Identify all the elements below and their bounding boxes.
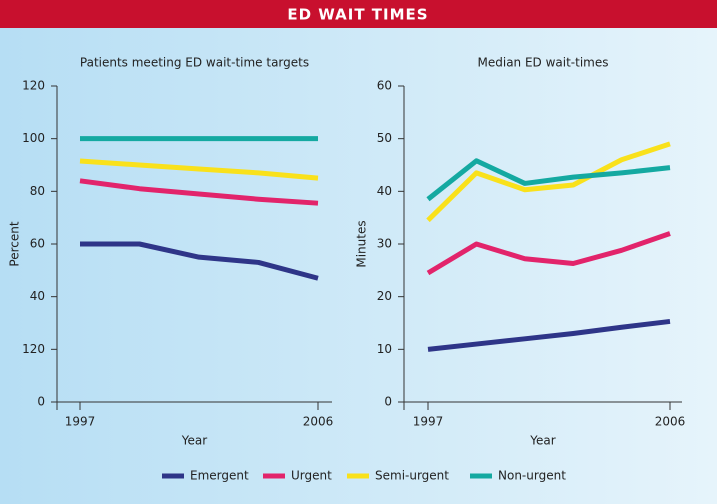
header-title: ED WAIT TIMES: [287, 6, 428, 24]
y-axis-label: Minutes: [355, 220, 369, 267]
y-tick-label: 0: [37, 395, 45, 409]
y-tick-label: 60: [30, 237, 45, 251]
series-line: [426, 141, 671, 223]
header-bar: [0, 0, 717, 28]
series-line: [426, 231, 671, 276]
y-tick-label: 50: [377, 131, 392, 145]
x-tick-label: 1997: [65, 415, 96, 429]
x-axis-label: Year: [181, 434, 207, 448]
x-tick-label: 1997: [413, 415, 444, 429]
y-tick-label: 40: [377, 184, 392, 198]
y-tick-label: 30: [377, 237, 392, 251]
y-tick-label: 120: [22, 342, 45, 356]
y-tick-label: 0: [384, 395, 392, 409]
x-tick-label: 2006: [655, 415, 686, 429]
series-line: [80, 241, 319, 281]
series-line: [426, 158, 671, 202]
y-axis-label: Percent: [8, 221, 22, 266]
chart-title: Patients meeting ED wait-time targets: [80, 56, 309, 70]
x-tick-label: 2006: [303, 415, 334, 429]
legend-label: Non-urgent: [498, 469, 566, 483]
y-tick-label: 10: [377, 342, 392, 356]
y-tick-label: 60: [377, 79, 392, 93]
series-line: [79, 158, 319, 181]
y-tick-label: 100: [22, 131, 45, 145]
series-line: [427, 318, 671, 352]
chart-title: Median ED wait-times: [478, 56, 609, 70]
y-tick-label: 80: [30, 184, 45, 198]
y-tick-label: 20: [377, 289, 392, 303]
y-tick-label: 40: [30, 289, 45, 303]
x-axis-label: Year: [529, 434, 555, 448]
legend-label: Urgent: [291, 469, 332, 483]
legend-label: Semi-urgent: [375, 469, 449, 483]
series-line: [79, 178, 319, 206]
y-tick-label: 120: [22, 79, 45, 93]
legend-label: Emergent: [190, 469, 249, 483]
